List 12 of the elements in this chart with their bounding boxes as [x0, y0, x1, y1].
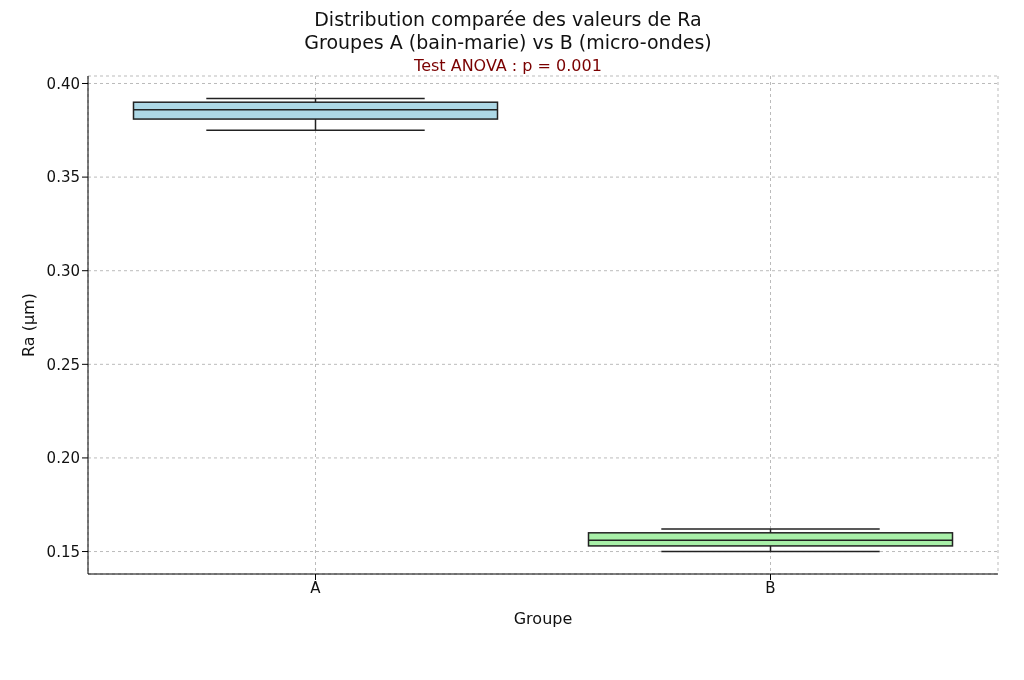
y-tick-label: 0.35: [46, 168, 80, 187]
y-tick-label: 0.25: [46, 355, 80, 374]
x-tick-label: B: [765, 578, 776, 597]
text: Test ANOVA : p = 0.001: [413, 56, 603, 75]
x-axis-title: Groupe: [513, 609, 573, 628]
y-tick-label: 0.20: [46, 449, 80, 468]
chart-title: Distribution comparée des valeurs de Ra Groupes A (bain-marie) vs B (micro-ondes): [303, 8, 713, 54]
y-tick-label: 0.15: [46, 542, 80, 561]
y-axis-title: Ra (µm): [18, 293, 38, 357]
y-tick-label: 0.30: [46, 262, 80, 281]
y-tick-label: 0.40: [46, 74, 80, 93]
x-tick-label: A: [310, 578, 322, 597]
